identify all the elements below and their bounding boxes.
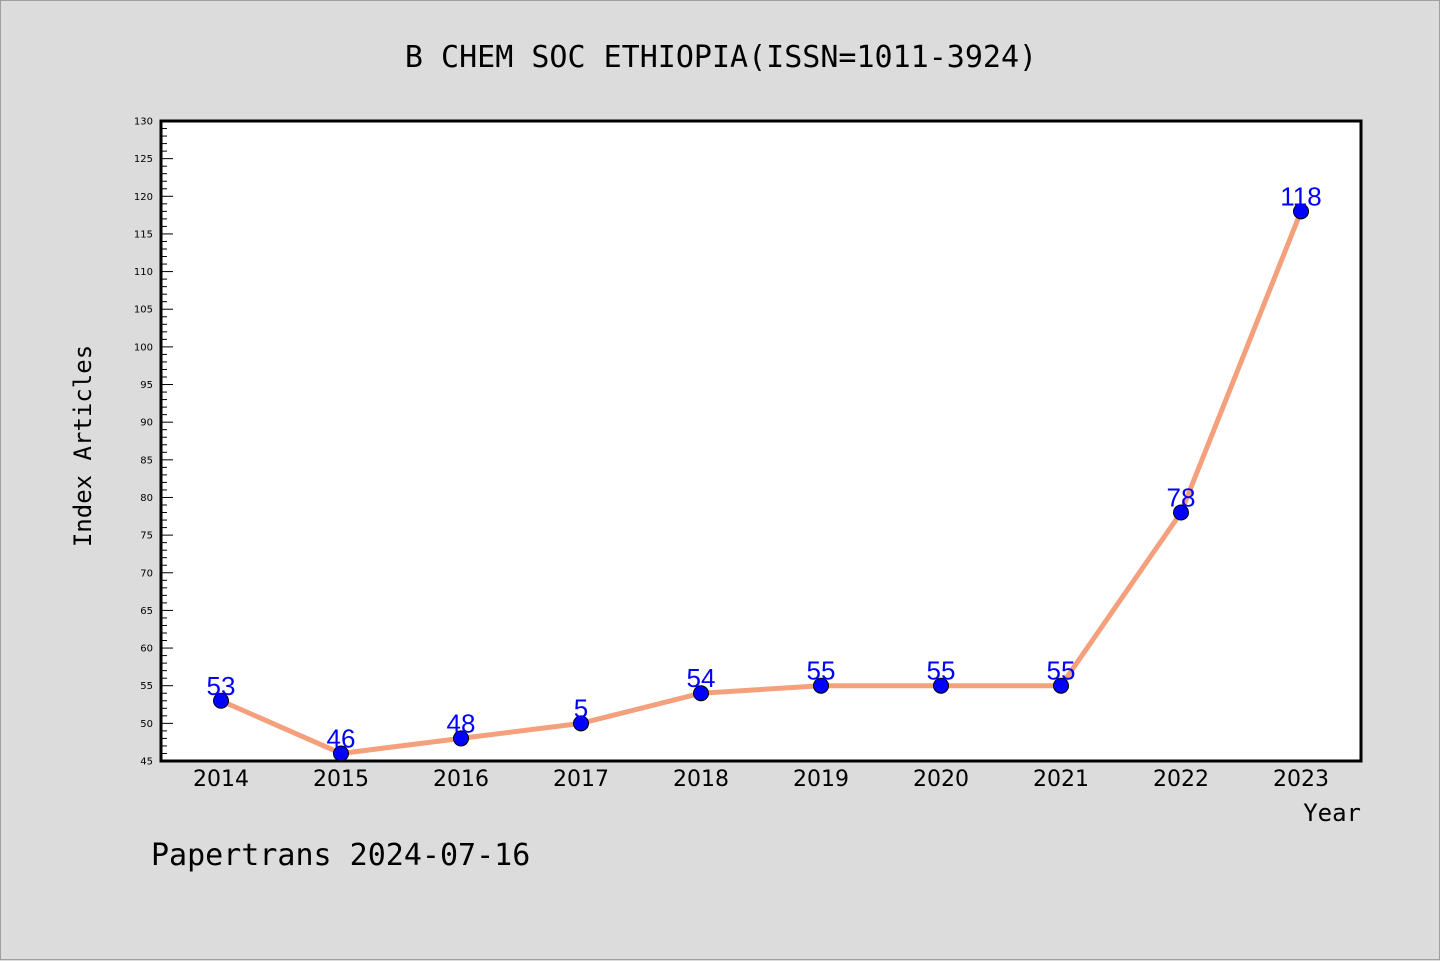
x-tick-label: 2015: [313, 767, 369, 792]
x-tick-label: 2018: [673, 767, 729, 792]
x-tick-label: 2021: [1033, 767, 1089, 792]
data-point: [213, 692, 229, 709]
y-tick-label: 90: [140, 418, 153, 429]
y-tick-label: 110: [134, 267, 153, 278]
plot-area: [161, 121, 1361, 761]
data-label: 55: [927, 656, 956, 686]
y-tick-label: 130: [134, 117, 153, 128]
data-point: [933, 677, 949, 694]
data-point: [453, 730, 469, 747]
x-tick-label: 2016: [433, 767, 489, 792]
x-tick-label: 2022: [1153, 767, 1209, 792]
series-line: [218, 208, 1304, 756]
y-tick-label: 65: [140, 606, 153, 617]
y-tick-label: 60: [140, 644, 153, 655]
data-label: 5: [574, 693, 588, 723]
data-label: 53: [207, 671, 236, 701]
y-tick-label: 80: [140, 493, 153, 504]
x-tick-label: 2014: [193, 767, 249, 792]
y-tick-label: 55: [140, 681, 153, 692]
data-point: [1293, 203, 1309, 220]
plot-frame: [159, 119, 1363, 763]
footer-credit: Papertrans 2024-07-16: [151, 838, 530, 873]
x-tick-label: 2017: [553, 767, 609, 792]
x-tick-label: 2019: [793, 767, 849, 792]
data-labels: 53 46 48 5 54 55 55 55 78 118: [207, 181, 1322, 753]
x-axis-ticks: 2014 2015 2016 2017 2018 2019 2020 2021 2022 2023: [193, 767, 1329, 792]
data-point: [693, 685, 709, 702]
y-tick-label: 120: [134, 192, 153, 203]
x-tick-label: 2020: [913, 767, 969, 792]
data-markers: [213, 203, 1309, 762]
data-label: 48: [447, 708, 476, 738]
data-label: 54: [687, 663, 716, 693]
y-tick-label: 45: [140, 757, 153, 768]
y-tick-label: 85: [140, 455, 153, 466]
data-point: [1173, 504, 1189, 521]
data-point: [333, 745, 349, 762]
data-label: 46: [327, 723, 356, 753]
data-label: 78: [1167, 483, 1196, 513]
data-point: [573, 715, 589, 732]
y-tick-label: 125: [134, 154, 153, 165]
y-tick-label: 100: [134, 342, 153, 353]
y-tick-label: 75: [140, 531, 153, 542]
y-tick-label: 105: [134, 305, 153, 316]
y-axis-title: Index Articles: [69, 345, 97, 547]
data-point: [1053, 677, 1069, 694]
data-label: 55: [807, 656, 836, 686]
x-axis-title: Year: [1303, 799, 1361, 827]
y-tick-label: 70: [140, 568, 153, 579]
data-label: 55: [1047, 656, 1076, 686]
y-tick-label: 95: [140, 380, 153, 391]
chart-title: B CHEM SOC ETHIOPIA(ISSN=1011-3924): [405, 40, 1037, 75]
y-tick-label: 50: [140, 719, 153, 730]
x-tick-label: 2023: [1273, 767, 1329, 792]
y-tick-label: 115: [134, 229, 153, 240]
data-point: [813, 677, 829, 694]
data-label: 118: [1280, 181, 1321, 211]
